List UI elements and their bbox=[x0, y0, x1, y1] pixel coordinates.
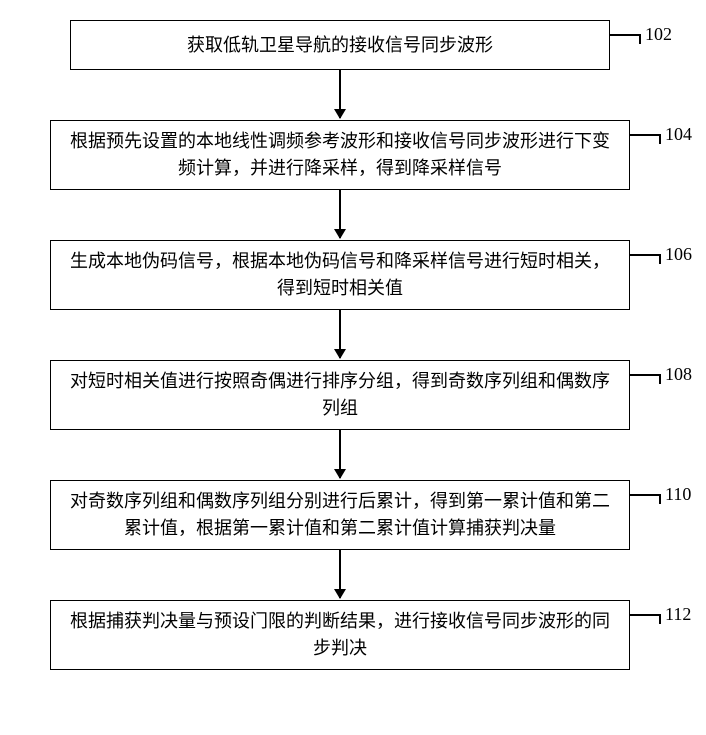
flow-node-label: 104 bbox=[665, 124, 692, 145]
flow-arrow bbox=[339, 550, 341, 598]
leader-line bbox=[630, 254, 661, 256]
flow-node-text: 获取低轨卫星导航的接收信号同步波形 bbox=[187, 32, 493, 59]
flow-node-text: 对奇数序列组和偶数序列组分别进行后累计，得到第一累计值和第二累计值，根据第一累计… bbox=[63, 488, 617, 542]
leader-hook bbox=[639, 34, 641, 44]
leader-line bbox=[610, 34, 641, 36]
leader-hook bbox=[659, 374, 661, 384]
flow-node-text: 对短时相关值进行按照奇偶进行排序分组，得到奇数序列组和偶数序列组 bbox=[63, 368, 617, 422]
flow-node-text: 根据预先设置的本地线性调频参考波形和接收信号同步波形进行下变频计算，并进行降采样… bbox=[63, 128, 617, 182]
flow-node-n4: 对短时相关值进行按照奇偶进行排序分组，得到奇数序列组和偶数序列组 bbox=[50, 360, 630, 430]
flow-node-label: 106 bbox=[665, 244, 692, 265]
flow-arrow bbox=[339, 310, 341, 358]
flow-node-n5: 对奇数序列组和偶数序列组分别进行后累计，得到第一累计值和第二累计值，根据第一累计… bbox=[50, 480, 630, 550]
flow-node-label: 108 bbox=[665, 364, 692, 385]
flow-node-n2: 根据预先设置的本地线性调频参考波形和接收信号同步波形进行下变频计算，并进行降采样… bbox=[50, 120, 630, 190]
leader-hook bbox=[659, 134, 661, 144]
leader-line bbox=[630, 374, 661, 376]
leader-hook bbox=[659, 494, 661, 504]
leader-hook bbox=[659, 254, 661, 264]
leader-line bbox=[630, 494, 661, 496]
flow-arrow bbox=[339, 70, 341, 118]
flow-node-label: 110 bbox=[665, 484, 691, 505]
flow-node-n1: 获取低轨卫星导航的接收信号同步波形 bbox=[70, 20, 610, 70]
leader-line bbox=[630, 614, 661, 616]
leader-hook bbox=[659, 614, 661, 624]
flow-node-label: 112 bbox=[665, 604, 691, 625]
flow-node-n6: 根据捕获判决量与预设门限的判断结果，进行接收信号同步波形的同步判决 bbox=[50, 600, 630, 670]
flow-arrow bbox=[339, 430, 341, 478]
flow-node-label: 102 bbox=[645, 24, 672, 45]
leader-line bbox=[630, 134, 661, 136]
flow-node-n3: 生成本地伪码信号，根据本地伪码信号和降采样信号进行短时相关，得到短时相关值 bbox=[50, 240, 630, 310]
flow-node-text: 根据捕获判决量与预设门限的判断结果，进行接收信号同步波形的同步判决 bbox=[63, 608, 617, 662]
flow-node-text: 生成本地伪码信号，根据本地伪码信号和降采样信号进行短时相关，得到短时相关值 bbox=[63, 248, 617, 302]
flow-arrow bbox=[339, 190, 341, 238]
